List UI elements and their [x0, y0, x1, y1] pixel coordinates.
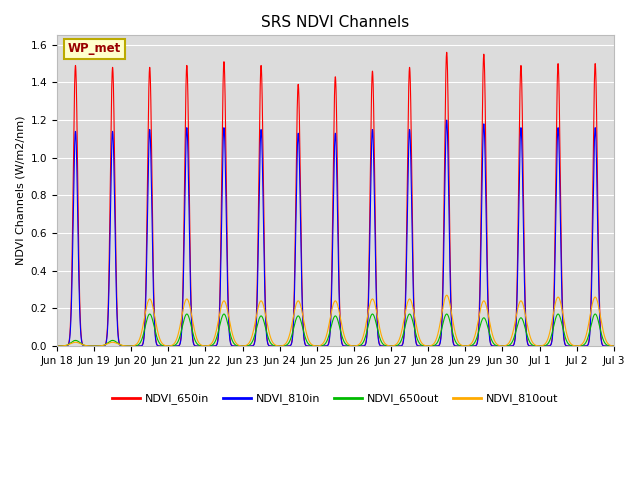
Y-axis label: NDVI Channels (W/m2/nm): NDVI Channels (W/m2/nm)	[15, 116, 25, 265]
Title: SRS NDVI Channels: SRS NDVI Channels	[261, 15, 410, 30]
Text: WP_met: WP_met	[68, 42, 122, 55]
Legend: NDVI_650in, NDVI_810in, NDVI_650out, NDVI_810out: NDVI_650in, NDVI_810in, NDVI_650out, NDV…	[108, 389, 563, 409]
